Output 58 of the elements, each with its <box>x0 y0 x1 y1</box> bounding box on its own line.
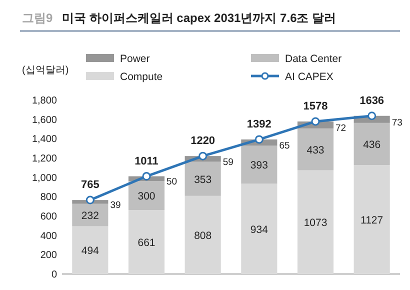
data-label: 73 <box>392 117 402 128</box>
bar <box>128 210 165 274</box>
point <box>311 117 320 126</box>
data-label: 1073 <box>304 217 328 230</box>
data-label: 59 <box>222 156 234 168</box>
bar <box>241 184 278 274</box>
bar <box>297 170 334 274</box>
y-axis-title: (십억달러) <box>22 65 69 76</box>
data-label: 494 <box>81 245 100 258</box>
y-tick-label: 1,000 <box>32 172 58 184</box>
y-tick-label: 1,400 <box>32 134 58 146</box>
point <box>142 172 151 181</box>
y-tick-label: 1,800 <box>32 96 58 106</box>
data-label: 1011 <box>134 155 158 168</box>
point <box>198 152 208 160</box>
data-label: 50 <box>166 176 178 188</box>
legend-label: Data Center <box>285 53 342 65</box>
legend-label: Compute <box>120 71 163 83</box>
y-tick-label: 200 <box>40 250 58 262</box>
data-label: 1127 <box>360 214 384 227</box>
bar <box>354 165 390 274</box>
data-label: 72 <box>336 122 346 134</box>
data-label: 661 <box>138 237 156 250</box>
data-label: 65 <box>279 140 290 152</box>
data-label: 300 <box>138 190 156 203</box>
point <box>254 135 264 144</box>
data-label: 1220 <box>190 135 216 148</box>
data-label: 39 <box>110 200 121 211</box>
legend-label: Power <box>120 53 150 65</box>
y-tick-label: 0 <box>51 270 58 280</box>
data-label: 1578 <box>303 100 328 112</box>
y-tick-label: 400 <box>40 230 58 242</box>
bar <box>72 226 108 274</box>
bar <box>128 181 165 210</box>
legend-label: AI CAPEX <box>285 71 334 83</box>
bar <box>184 196 221 274</box>
caption: 그림9 <box>22 11 53 25</box>
data-label: 1636 <box>360 94 384 107</box>
y-tick-label: 1,200 <box>32 154 58 164</box>
y-tick-label: 600 <box>40 212 58 222</box>
data-label: 232 <box>81 210 100 222</box>
data-label: 433 <box>306 144 324 156</box>
chart-title: 미국 하이퍼스케일러 capex 2031년까지 7.6조 달러 <box>62 11 336 25</box>
data-label: 436 <box>363 138 381 151</box>
data-label: 1392 <box>246 118 272 130</box>
data-label: 934 <box>250 224 268 236</box>
bar <box>241 146 278 184</box>
bar <box>354 122 390 166</box>
point <box>368 112 376 120</box>
y-tick-label: 800 <box>40 192 58 204</box>
data-label: 393 <box>250 160 268 172</box>
bar <box>297 128 334 170</box>
bar <box>184 162 221 196</box>
data-label: 808 <box>194 230 212 242</box>
data-label: 765 <box>80 179 100 192</box>
point <box>86 196 94 204</box>
data-label: 353 <box>194 174 212 186</box>
y-tick-label: 1,600 <box>32 114 58 126</box>
